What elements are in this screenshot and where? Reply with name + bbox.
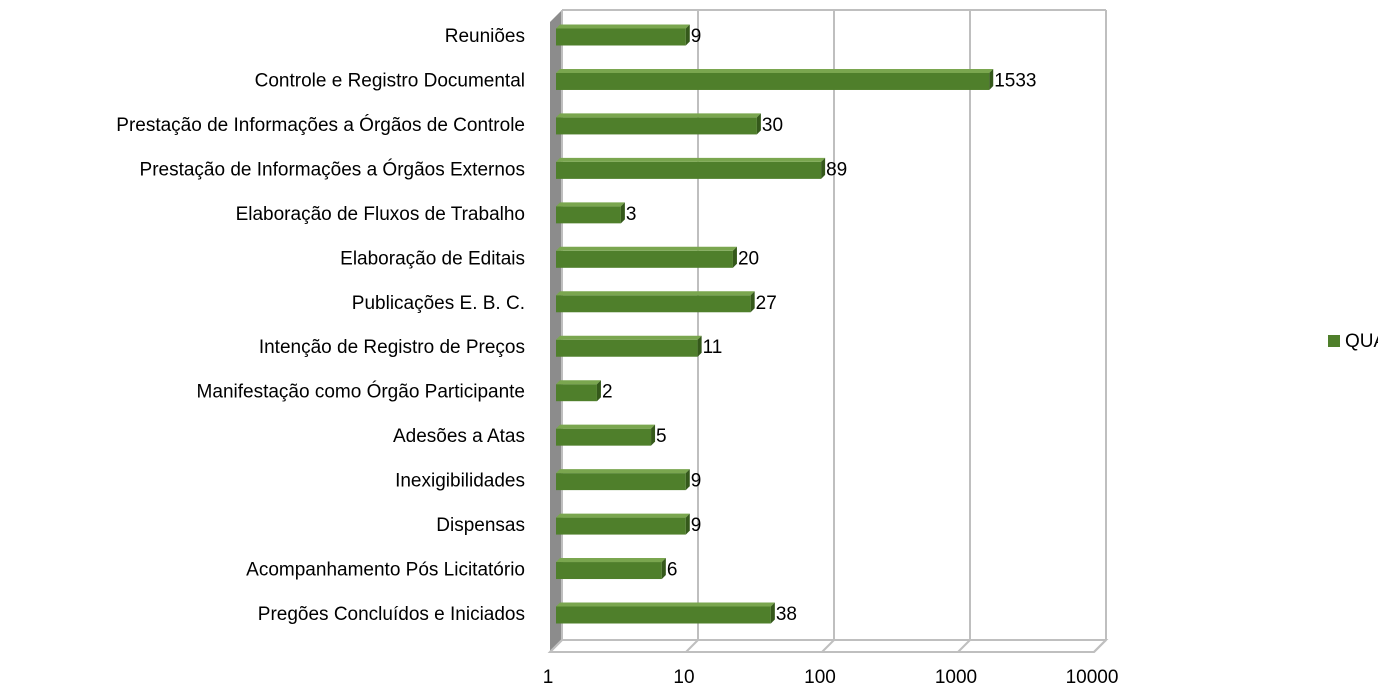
- bar-side: [989, 68, 994, 90]
- x-tick-label: 1: [543, 667, 554, 688]
- bar-side: [596, 380, 601, 402]
- bar-top: [556, 558, 666, 563]
- data-label: 9: [691, 471, 702, 492]
- data-label: 3: [626, 204, 637, 225]
- bar-side: [651, 424, 656, 446]
- bar: [556, 72, 990, 90]
- data-label: 6: [667, 560, 678, 581]
- bar-top: [556, 246, 737, 251]
- bar: [556, 117, 757, 135]
- x-tick-label: 1000: [935, 667, 977, 688]
- x-tick-label: 10000: [1066, 667, 1119, 688]
- bar: [556, 428, 652, 446]
- bar-side: [732, 246, 737, 268]
- bar: [556, 384, 597, 402]
- y-tick-label: Prestação de Informações a Órgãos de Con…: [116, 114, 525, 136]
- bar-side: [685, 469, 690, 491]
- bar: [556, 250, 733, 268]
- y-tick-label: Adesões a Atas: [393, 426, 525, 447]
- y-tick-label: Elaboração de Fluxos de Trabalho: [236, 204, 525, 225]
- bar-side: [661, 558, 666, 580]
- bar-top: [556, 68, 994, 73]
- bar-top: [556, 335, 702, 340]
- bar-top: [556, 380, 601, 385]
- bar-top: [556, 24, 690, 29]
- data-label: 89: [826, 159, 847, 180]
- data-label: 38: [776, 604, 797, 625]
- data-label: 11: [703, 337, 723, 358]
- y-tick-label: Dispensas: [436, 515, 525, 536]
- bar-top: [556, 469, 690, 474]
- legend-swatch: [1328, 335, 1340, 347]
- bar-side: [750, 291, 755, 313]
- bar: [556, 161, 822, 179]
- data-label: 1533: [994, 70, 1036, 91]
- bar-top: [556, 202, 625, 207]
- y-tick-label: Elaboração de Editais: [340, 248, 525, 269]
- bar-top: [556, 513, 690, 518]
- data-label: 27: [756, 293, 777, 314]
- x-tick-label: 10: [673, 667, 694, 688]
- data-label: 20: [738, 248, 759, 269]
- data-label: 2: [602, 382, 613, 403]
- bar-side: [821, 157, 826, 179]
- bar-top: [556, 602, 775, 607]
- data-label: 9: [691, 515, 702, 536]
- y-tick-label: Controle e Registro Documental: [255, 70, 525, 91]
- bar: [556, 339, 698, 357]
- bar-side: [770, 602, 775, 624]
- floor-grid-line: [1093, 639, 1107, 653]
- y-tick-label: Reuniões: [445, 26, 525, 47]
- bar: [556, 206, 621, 224]
- bar: [556, 606, 771, 624]
- bar: [556, 28, 686, 46]
- bar-top: [556, 113, 761, 118]
- floor-grid-line: [549, 639, 563, 653]
- floor-grid-line: [685, 639, 699, 653]
- bar: [556, 562, 662, 580]
- bar-top: [556, 291, 755, 296]
- bar: [556, 473, 686, 491]
- bar-top: [556, 424, 656, 429]
- y-tick-label: Prestação de Informações a Órgãos Extern…: [140, 158, 525, 180]
- bar: [556, 517, 686, 535]
- bar-top: [556, 157, 826, 162]
- bar-side: [685, 513, 690, 535]
- floor-grid-line: [821, 639, 835, 653]
- y-tick-label: Acompanhamento Pós Licitatório: [246, 560, 525, 581]
- data-label: 9: [691, 26, 702, 47]
- y-tick-label: Pregões Concluídos e Iniciados: [258, 604, 525, 625]
- bar-side: [685, 24, 690, 46]
- bar-side: [756, 113, 761, 135]
- y-tick-label: Publicações E. B. C.: [352, 293, 525, 314]
- data-label: 30: [762, 115, 783, 136]
- y-tick-label: Manifestação como Órgão Participante: [197, 381, 525, 403]
- legend-label: QUANTIDADE: [1345, 331, 1378, 352]
- x-tick-label: 100: [804, 667, 836, 688]
- bar-side: [697, 335, 702, 357]
- data-label: 5: [656, 426, 667, 447]
- y-tick-label: Intenção de Registro de Preços: [259, 337, 525, 358]
- y-tick-label: Inexigibilidades: [395, 471, 525, 492]
- floor-grid-line: [957, 639, 971, 653]
- bar: [556, 295, 751, 313]
- left-wall: [550, 10, 562, 652]
- bar-side: [620, 202, 625, 224]
